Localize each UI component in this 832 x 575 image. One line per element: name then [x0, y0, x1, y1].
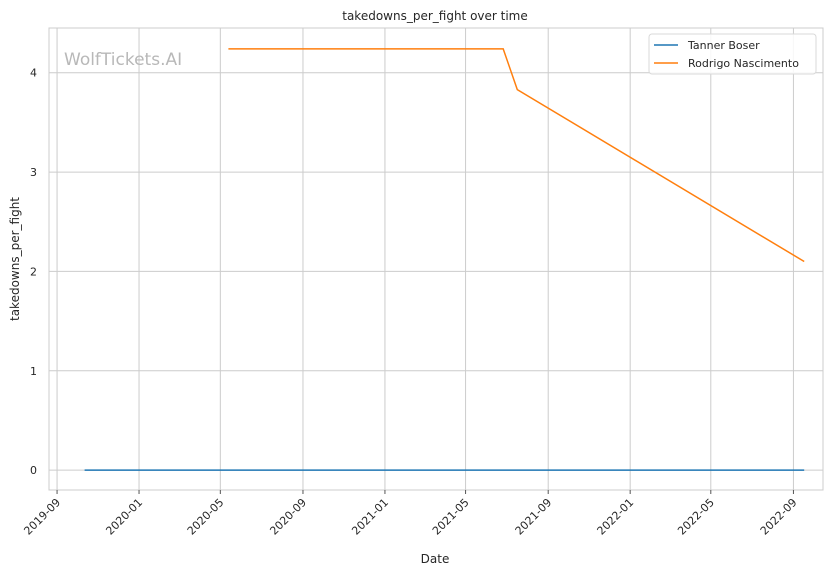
watermark-text: WolfTickets.AI — [64, 50, 182, 70]
chart-title: takedowns_per_fight over time — [342, 9, 528, 23]
legend: Tanner Boser Rodrigo Nascimento — [648, 33, 817, 75]
y-tick-label: 4 — [30, 67, 37, 80]
series-lines — [84, 48, 805, 471]
y-tick-label: 2 — [30, 265, 37, 278]
legend-box — [648, 33, 817, 75]
y-tick-label: 1 — [30, 365, 37, 378]
y-tick-label: 3 — [30, 166, 37, 179]
plot-area — [48, 27, 824, 491]
x-axis-label: Date — [421, 552, 450, 566]
y-axis-tick-labels: 0 1 2 3 4 — [30, 67, 37, 477]
legend-label: Rodrigo Nascimento — [688, 57, 799, 70]
legend-label: Tanner Boser — [687, 39, 760, 52]
series-line — [228, 48, 805, 263]
y-tick-label: 0 — [30, 464, 37, 477]
y-axis-label: takedowns_per_fight — [8, 197, 22, 321]
